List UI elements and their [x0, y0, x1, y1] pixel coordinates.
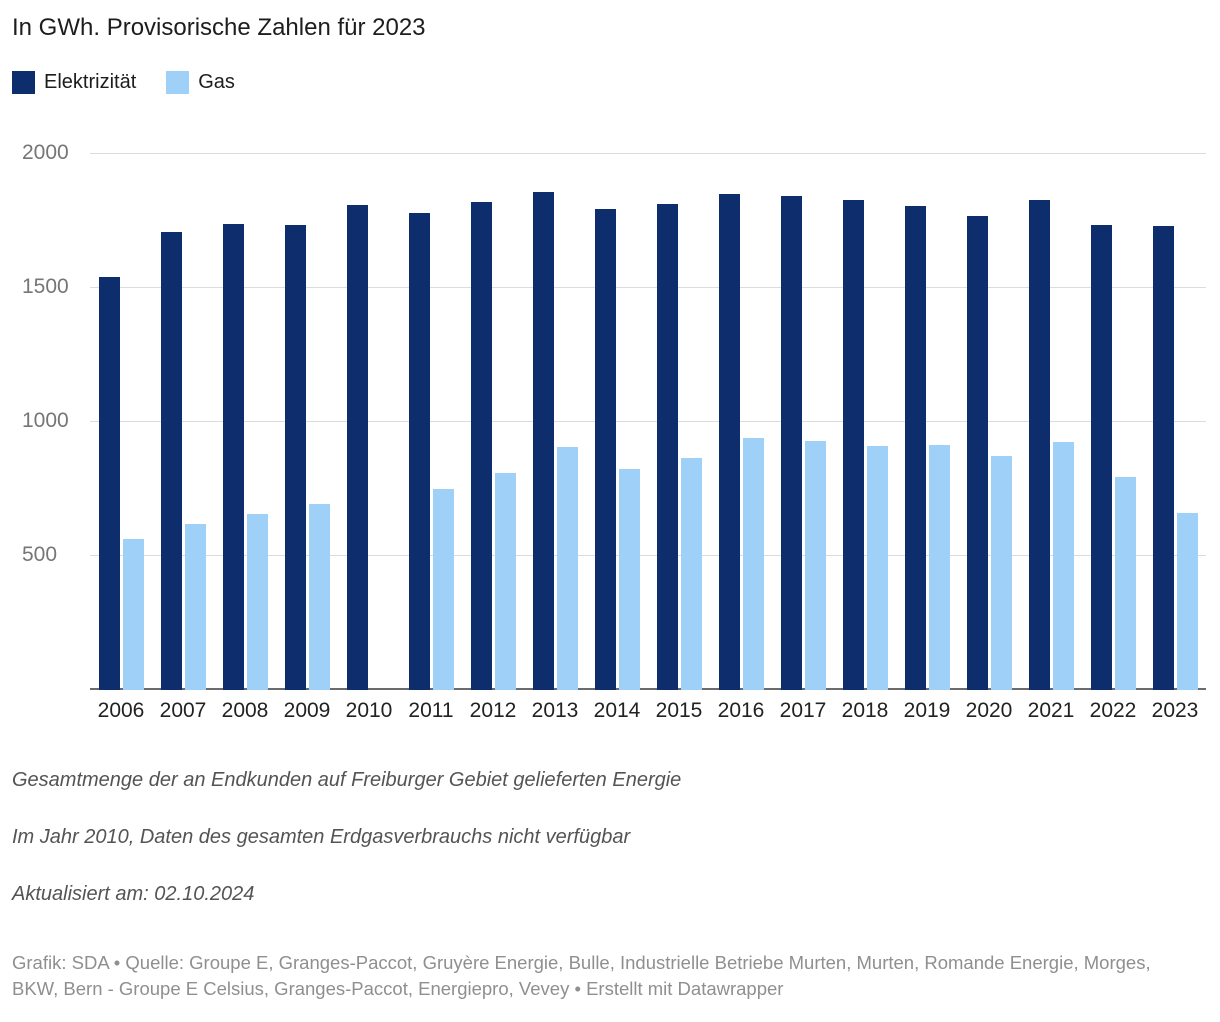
bar-groups — [90, 134, 1206, 690]
gridline-1000 — [90, 421, 1206, 422]
legend-swatch-gas — [166, 70, 190, 94]
bar-elektrizität-2014[interactable] — [594, 208, 616, 690]
bar-gas-2012[interactable] — [494, 472, 516, 690]
bar-group-2019 — [896, 134, 958, 690]
x-axis-label-2013: 2013 — [531, 699, 579, 722]
bar-group-2018 — [834, 134, 896, 690]
bar-group-2022 — [1082, 134, 1144, 690]
bar-elektrizität-2020[interactable] — [966, 215, 988, 690]
bar-group-2009 — [276, 134, 338, 690]
x-axis-label-2019: 2019 — [903, 699, 951, 722]
x-axis-label-2023: 2023 — [1151, 699, 1199, 722]
x-axis-label-2009: 2009 — [283, 699, 331, 722]
x-axis-label-2010: 2010 — [345, 699, 393, 722]
note-2010-missing-data: Im Jahr 2010, Daten des gesamten Erdgasv… — [12, 826, 631, 848]
bar-chart-plot-area: 500 1000 1500 2000 — [12, 134, 1206, 690]
chart-legend: Elektrizität Gas — [12, 69, 1208, 95]
gridline-500 — [90, 555, 1206, 556]
x-axis-labels: 2006 2007 2008 2009 2010 2011 2012 2013 2014 2015… — [90, 690, 1206, 723]
x-axis-label-2015: 2015 — [655, 699, 703, 722]
bar-gas-2020[interactable] — [990, 455, 1012, 690]
bar-gas-2023[interactable] — [1176, 513, 1198, 690]
bar-group-2013 — [524, 134, 586, 690]
note-updated-date: Aktualisiert am: 02.10.2024 — [12, 883, 255, 905]
legend-item-gas: Gas — [166, 70, 235, 94]
y-axis-label-2000: 2000 — [22, 141, 69, 164]
x-axis-label-2014: 2014 — [593, 699, 641, 722]
bar-gas-2017[interactable] — [804, 440, 826, 690]
bar-group-2008 — [214, 134, 276, 690]
bar-elektrizität-2021[interactable] — [1028, 199, 1050, 690]
bar-group-2016 — [710, 134, 772, 690]
note-description: Gesamtmenge der an Endkunden auf Freibur… — [12, 769, 682, 791]
chart-title: In GWh. Provisorische Zahlen für 2023 — [12, 14, 426, 41]
x-axis-label-2021: 2021 — [1027, 699, 1075, 722]
bar-gas-2016[interactable] — [742, 438, 764, 690]
bar-elektrizität-2019[interactable] — [904, 206, 926, 690]
legend-label-elektrizitaet: Elektrizität — [44, 70, 137, 93]
y-axis-label-1000: 1000 — [22, 409, 69, 432]
bar-elektrizität-2016[interactable] — [718, 194, 740, 690]
legend-item-elektrizitaet: Elektrizität — [12, 70, 137, 94]
bar-gas-2006[interactable] — [122, 538, 144, 690]
bar-elektrizität-2015[interactable] — [656, 203, 678, 690]
bar-gas-2008[interactable] — [246, 514, 268, 690]
bar-group-2017 — [772, 134, 834, 690]
y-axis-label-500: 500 — [22, 543, 58, 566]
x-axis-label-2008: 2008 — [221, 699, 269, 722]
x-axis-label-2012: 2012 — [469, 699, 517, 722]
bar-group-2015 — [648, 134, 710, 690]
bar-elektrizität-2023[interactable] — [1152, 226, 1174, 690]
bar-gas-2013[interactable] — [556, 447, 578, 690]
chart-attribution: Grafik: SDA • Quelle: Groupe E, Granges-… — [12, 952, 1151, 1000]
bar-elektrizität-2018[interactable] — [842, 199, 864, 690]
x-axis-label-2011: 2011 — [408, 699, 454, 722]
bar-group-2023 — [1144, 134, 1206, 690]
bar-elektrizität-2010[interactable] — [346, 204, 368, 690]
bar-elektrizität-2012[interactable] — [470, 202, 492, 690]
bar-elektrizität-2022[interactable] — [1090, 225, 1112, 690]
bar-elektrizität-2013[interactable] — [532, 191, 554, 690]
gridline-2000 — [90, 153, 1206, 154]
bar-group-2010 — [338, 134, 400, 690]
bar-elektrizität-2011[interactable] — [408, 212, 430, 690]
y-axis-label-1500: 1500 — [22, 275, 69, 298]
x-axis-label-2016: 2016 — [717, 699, 765, 722]
bar-group-2012 — [462, 134, 524, 690]
bar-gas-2022[interactable] — [1114, 476, 1136, 690]
bar-group-2006 — [90, 134, 152, 690]
bar-elektrizität-2017[interactable] — [780, 195, 802, 690]
chart-notes: Gesamtmenge der an Endkunden auf Freibur… — [12, 769, 1208, 906]
bar-gas-2015[interactable] — [680, 458, 702, 690]
legend-label-gas: Gas — [198, 70, 235, 93]
legend-swatch-elektrizitaet — [12, 70, 35, 94]
bar-elektrizität-2006[interactable] — [98, 277, 120, 690]
bar-elektrizität-2008[interactable] — [222, 223, 244, 690]
gridline-1500 — [90, 287, 1206, 288]
bar-gas-2014[interactable] — [618, 468, 640, 690]
bar-group-2020 — [958, 134, 1020, 690]
x-axis-label-2020: 2020 — [965, 699, 1013, 722]
x-axis-label-2006: 2006 — [97, 699, 145, 722]
bar-elektrizität-2007[interactable] — [160, 231, 182, 690]
bar-gas-2021[interactable] — [1052, 442, 1074, 690]
bar-elektrizität-2009[interactable] — [284, 225, 306, 690]
bar-gas-2018[interactable] — [866, 446, 888, 690]
bar-group-2007 — [152, 134, 214, 690]
x-axis-label-2007: 2007 — [159, 699, 207, 722]
bar-group-2021 — [1020, 134, 1082, 690]
x-axis-label-2018: 2018 — [841, 699, 889, 722]
bar-group-2011 — [400, 134, 462, 690]
x-axis-label-2017: 2017 — [779, 699, 827, 722]
bar-gas-2011[interactable] — [432, 489, 454, 690]
bar-gas-2007[interactable] — [184, 523, 206, 690]
x-axis-label-2022: 2022 — [1089, 699, 1137, 722]
bar-gas-2019[interactable] — [928, 444, 950, 690]
x-axis-baseline — [90, 688, 1206, 690]
bar-group-2014 — [586, 134, 648, 690]
bar-gas-2009[interactable] — [308, 503, 330, 690]
